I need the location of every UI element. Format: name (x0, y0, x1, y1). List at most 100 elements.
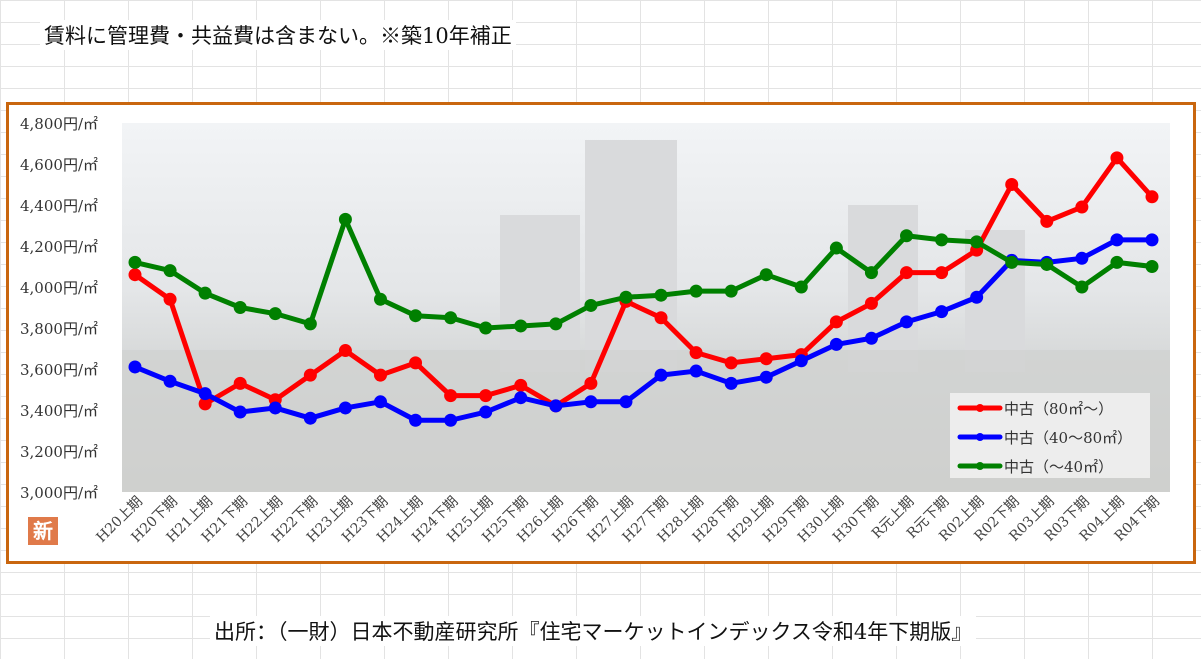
data-point (479, 389, 493, 403)
y-tick-label: 3,200円/㎡ (20, 443, 98, 461)
background-building (500, 215, 580, 372)
data-point (935, 233, 949, 247)
data-point (619, 395, 633, 409)
legend-label: 中古（80㎡～） (1004, 400, 1113, 418)
data-point (654, 311, 668, 325)
data-point (128, 255, 142, 269)
data-point (549, 317, 563, 331)
note-text: 賃料に管理費・共益費は含まない。※築10年補正 (40, 20, 516, 50)
data-point (338, 344, 352, 358)
data-point (654, 288, 668, 302)
data-point (1145, 260, 1159, 273)
data-point (163, 374, 177, 388)
data-point (689, 364, 703, 378)
data-point (900, 229, 914, 243)
legend-label: 中古（～40㎡） (1004, 458, 1113, 476)
data-point (479, 405, 493, 419)
data-point (409, 356, 423, 370)
legend-marker (976, 462, 984, 470)
data-point (1040, 257, 1054, 271)
data-point (759, 370, 773, 384)
data-point (303, 411, 317, 425)
data-point (373, 395, 387, 409)
data-point (935, 266, 949, 280)
data-point (373, 368, 387, 382)
data-point (1110, 255, 1124, 269)
y-tick-label: 4,400円/㎡ (20, 197, 98, 215)
data-point (1075, 200, 1089, 214)
data-point (198, 387, 212, 401)
data-point (584, 395, 598, 409)
data-point (479, 321, 493, 335)
data-point (444, 389, 458, 403)
data-point (444, 413, 458, 427)
data-point (268, 307, 282, 321)
data-point (829, 315, 843, 329)
data-point (163, 292, 177, 306)
data-point (514, 319, 528, 333)
data-point (1040, 214, 1054, 228)
data-point (619, 290, 633, 304)
data-point (128, 360, 142, 374)
data-point (759, 268, 773, 282)
data-point (198, 286, 212, 300)
y-tick-label: 4,600円/㎡ (20, 156, 98, 174)
data-point (794, 280, 808, 294)
data-point (935, 305, 949, 319)
data-point (584, 376, 598, 390)
data-point (829, 337, 843, 351)
y-tick-label: 4,800円/㎡ (20, 115, 98, 133)
data-point (1145, 233, 1159, 247)
data-point (303, 368, 317, 382)
data-point (128, 268, 142, 282)
data-point (1110, 151, 1124, 165)
legend-label: 中古（40～80㎡） (1004, 429, 1132, 447)
data-point (514, 391, 528, 405)
y-tick-label: 3,400円/㎡ (20, 402, 98, 420)
logo-badge: 新 (28, 517, 58, 545)
data-point (970, 290, 984, 304)
data-point (338, 401, 352, 415)
data-point (864, 331, 878, 345)
data-point (268, 401, 282, 415)
data-point (1005, 178, 1019, 191)
data-point (864, 266, 878, 280)
data-point (303, 317, 317, 331)
data-point (724, 356, 738, 370)
data-point (163, 264, 177, 278)
data-point (1075, 251, 1089, 265)
data-point (689, 346, 703, 360)
data-point (409, 309, 423, 323)
data-point (689, 284, 703, 298)
data-point (724, 284, 738, 298)
data-point (900, 315, 914, 329)
data-point (373, 292, 387, 306)
data-point (759, 352, 773, 366)
data-point (233, 376, 247, 390)
legend-marker (976, 433, 984, 441)
data-point (198, 397, 212, 411)
data-point (233, 301, 247, 314)
data-point (1005, 255, 1019, 269)
y-tick-label: 3,600円/㎡ (20, 361, 98, 379)
data-point (549, 399, 563, 413)
data-point (864, 296, 878, 310)
y-tick-label: 3,000円/㎡ (20, 484, 98, 502)
y-tick-label: 4,200円/㎡ (20, 238, 98, 256)
source-text: 出所：（一財）日本不動産研究所『住宅マーケットインデックス令和4年下期版』 (210, 616, 977, 646)
y-tick-label: 3,800円/㎡ (20, 320, 98, 338)
data-point (1145, 190, 1159, 204)
data-point (829, 241, 843, 255)
data-point (1075, 280, 1089, 294)
data-point (514, 378, 528, 392)
legend-marker (976, 404, 984, 412)
data-point (338, 212, 352, 226)
y-tick-label: 4,000円/㎡ (20, 279, 98, 297)
data-point (1110, 233, 1124, 247)
data-point (724, 376, 738, 390)
data-point (233, 405, 247, 419)
data-point (444, 311, 458, 325)
data-point (900, 266, 914, 280)
data-point (794, 354, 808, 368)
